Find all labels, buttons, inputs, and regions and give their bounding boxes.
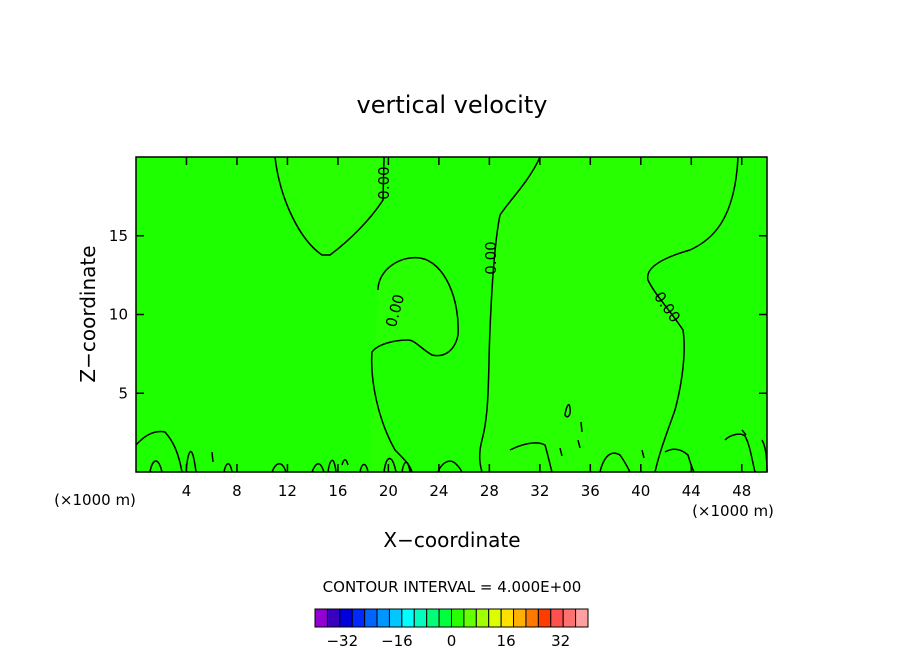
contour-label: 0.00 xyxy=(482,241,500,274)
x-axis-unit-left: (×1000 m) xyxy=(54,491,136,509)
x-tick-label: 16 xyxy=(328,482,347,500)
colorbar-swatch xyxy=(562,608,577,628)
colorbar-swatch xyxy=(326,608,341,628)
contour-small-cell xyxy=(564,403,571,418)
y-tick-label: 5 xyxy=(118,384,128,402)
colorbar xyxy=(314,608,589,628)
colorbar-swatch xyxy=(575,608,589,628)
x-tick-label: 28 xyxy=(480,482,499,500)
region-right xyxy=(479,157,738,472)
colorbar-swatch xyxy=(351,608,366,628)
shaded-regions xyxy=(275,157,738,472)
x-tick-label: 4 xyxy=(182,482,192,500)
x-tick-label: 48 xyxy=(732,482,751,500)
colorbar-swatch xyxy=(451,608,465,628)
colorbar-swatch xyxy=(401,608,415,628)
contour-upper-left xyxy=(274,156,385,256)
x-tick-label: 20 xyxy=(379,482,398,500)
colorbar-tick-label: 32 xyxy=(551,632,570,650)
colorbar-swatch xyxy=(426,608,440,628)
colorbar-swatch xyxy=(513,608,527,628)
colorbar-swatch xyxy=(488,608,502,628)
colorbar-swatch xyxy=(388,608,403,628)
colorbar-tick-labels: −32 −16 0 16 32 xyxy=(326,632,570,650)
colorbar-tick-label: −32 xyxy=(326,632,358,650)
colorbar-swatch xyxy=(475,608,490,628)
y-tick-label: 15 xyxy=(109,227,128,245)
region-upper-left xyxy=(275,157,384,255)
contour-right-left-edge xyxy=(478,156,541,473)
colorbar-swatch xyxy=(376,608,390,628)
colorbar-swatch xyxy=(413,608,428,628)
colorbar-swatch xyxy=(537,608,552,628)
colorbar-swatch xyxy=(500,608,515,628)
x-axis-label: X−coordinate xyxy=(383,528,520,552)
x-axis-unit-right: (×1000 m) xyxy=(692,502,774,520)
colorbar-swatch xyxy=(463,608,477,628)
colorbar-swatch xyxy=(525,608,539,628)
colorbar-tick-label: −16 xyxy=(381,632,413,650)
colorbar-swatch xyxy=(364,608,378,628)
x-tick-label: 12 xyxy=(278,482,297,500)
contour-bottom-wiggles xyxy=(135,421,768,473)
colorbar-swatch xyxy=(339,608,353,628)
colorbar-swatch xyxy=(550,608,564,628)
contour-label: 0.00 xyxy=(375,166,393,199)
colorbar-tick-label: 0 xyxy=(447,632,457,650)
x-tick-label: 40 xyxy=(631,482,650,500)
x-axis-ticks: 4 8 12 16 20 24 28 32 36 40 44 48 xyxy=(182,157,751,500)
y-axis-label: Z−coordinate xyxy=(76,245,100,382)
contour-lines xyxy=(135,156,768,473)
colorbar-swatch xyxy=(314,608,328,628)
x-tick-label: 32 xyxy=(530,482,549,500)
colorbar-tick-label: 16 xyxy=(497,632,516,650)
y-tick-label: 10 xyxy=(109,306,128,324)
x-tick-label: 44 xyxy=(682,482,701,500)
x-tick-label: 8 xyxy=(232,482,242,500)
region-middle xyxy=(370,257,459,472)
contour-middle xyxy=(370,256,459,473)
colorbar-swatch xyxy=(438,608,453,628)
chart-title: vertical velocity xyxy=(357,91,548,119)
x-tick-label: 24 xyxy=(429,482,448,500)
y-axis-ticks: 5 10 15 xyxy=(109,227,767,402)
contour-interval-caption: CONTOUR INTERVAL = 4.000E+00 xyxy=(323,578,582,596)
x-tick-label: 36 xyxy=(581,482,600,500)
contour-right-right-edge xyxy=(647,156,739,473)
